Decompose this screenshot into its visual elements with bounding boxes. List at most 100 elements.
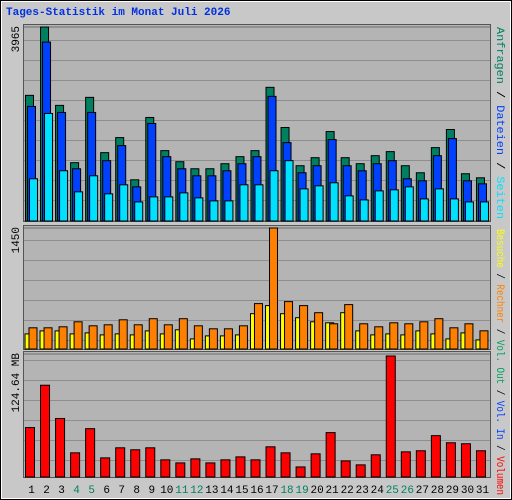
bar (149, 196, 159, 222)
bar (265, 446, 276, 478)
x-tick-label: 29 (446, 485, 459, 497)
bar (295, 466, 306, 478)
bar (100, 457, 111, 478)
bar (329, 323, 339, 350)
bar (148, 318, 158, 350)
x-tick-label: 9 (148, 485, 155, 497)
x-tick-label: 2 (43, 485, 50, 497)
bar (194, 197, 204, 222)
bar (344, 195, 354, 222)
bar (104, 193, 114, 222)
bar (404, 186, 414, 222)
bar (44, 112, 54, 222)
bar (449, 327, 459, 350)
bar (74, 191, 84, 222)
x-tick-label: 24 (371, 485, 385, 497)
legend: Besuche / Rechner / Vol. Out / Vol. In /… (493, 229, 505, 495)
bar (374, 190, 384, 222)
bar (419, 198, 429, 222)
bar (355, 464, 366, 478)
x-tick-label: 6 (103, 485, 110, 497)
bar (134, 201, 144, 222)
legend-separator: / (493, 84, 505, 105)
bar (400, 451, 411, 478)
bar (464, 201, 474, 222)
legend-separator: / (493, 384, 505, 401)
bar (235, 456, 246, 478)
x-tick-label: 1 (28, 485, 35, 497)
x-tick-label: 23 (356, 485, 369, 497)
bar (28, 327, 38, 350)
bar (430, 435, 441, 478)
legend-entry: Dateien (493, 105, 505, 155)
x-tick-label: 27 (416, 485, 429, 497)
bar (359, 323, 369, 350)
bar (464, 323, 474, 350)
x-tick-label: 18 (280, 485, 293, 497)
bar (73, 321, 83, 350)
bar (175, 462, 186, 478)
bar (133, 324, 143, 350)
x-tick-label: 28 (431, 485, 444, 497)
legend: Anfragen / Dateien / Seiten (493, 27, 505, 219)
bar (415, 450, 426, 478)
bar (25, 427, 35, 478)
x-tick-label: 8 (133, 485, 140, 497)
legend-separator: / (493, 323, 505, 340)
bar (479, 201, 489, 222)
bar (223, 328, 233, 350)
bar (314, 312, 324, 350)
legend-entry: Vol. Out (493, 340, 505, 384)
bar (119, 184, 129, 222)
bar (329, 182, 339, 222)
bar (55, 417, 66, 478)
bar (43, 327, 53, 350)
x-tick-label: 13 (205, 485, 218, 497)
bar (118, 319, 128, 350)
bar (89, 175, 99, 222)
bar (310, 453, 321, 478)
bar (404, 323, 414, 350)
bar (115, 447, 126, 478)
chart-title: Tages-Statistik im Monat Juli 2026 (6, 7, 230, 19)
x-tick-label: 30 (461, 485, 474, 497)
bar (385, 355, 396, 478)
bar (40, 384, 51, 478)
bar (284, 160, 294, 222)
bar (344, 304, 354, 350)
bar (269, 227, 279, 350)
x-tick-label: 10 (160, 485, 173, 497)
bar (160, 459, 171, 478)
bar (193, 325, 203, 350)
bar (163, 324, 173, 350)
bar (314, 185, 324, 222)
x-tick-label: 25 (386, 485, 399, 497)
x-tick-label: 3 (58, 485, 65, 497)
bar (434, 188, 444, 222)
bar (164, 196, 174, 222)
bar (70, 452, 81, 478)
legend-separator: / (493, 268, 505, 285)
x-tick-label: 31 (476, 485, 490, 497)
bar (220, 459, 231, 478)
legend-entry: Besuche (493, 229, 505, 268)
y-tick-label: 1450 (11, 227, 23, 253)
x-tick-label: 4 (73, 485, 80, 497)
bar (299, 188, 309, 222)
bar (29, 178, 38, 222)
bar (190, 458, 201, 478)
x-tick-label: 15 (235, 485, 248, 497)
bar (224, 200, 234, 222)
x-tick-label: 14 (220, 485, 234, 497)
bar (253, 303, 263, 350)
y-tick-label: 124.64 MB (11, 353, 23, 413)
legend-entry: Rechner (493, 284, 505, 323)
bar (479, 330, 489, 350)
bar (179, 192, 189, 222)
bar (130, 449, 141, 478)
legend-separator: / (493, 440, 505, 457)
bar (449, 198, 459, 222)
bar (389, 322, 399, 350)
